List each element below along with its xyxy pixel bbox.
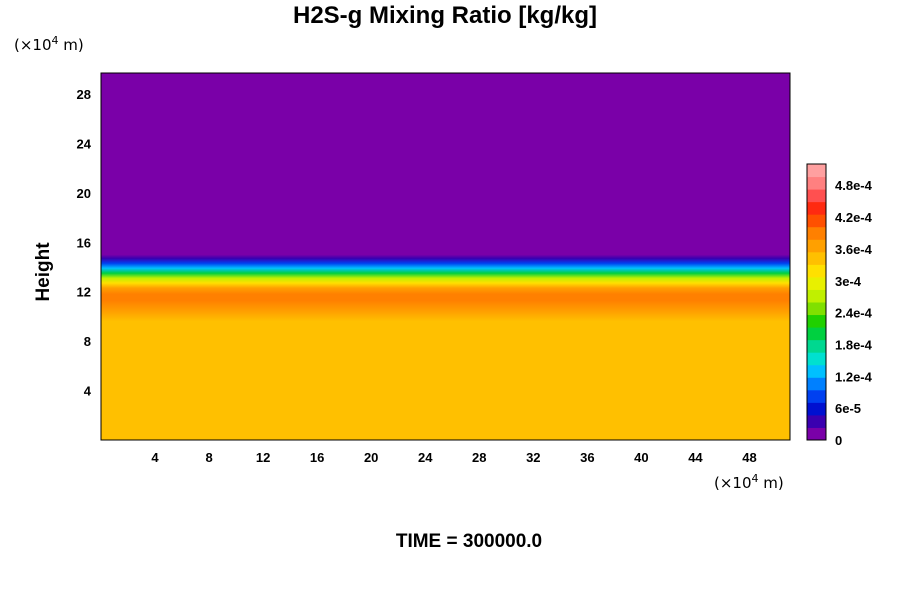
colorbar-swatch	[807, 239, 826, 253]
colorbar-tick-label: 4.2e-4	[835, 210, 873, 225]
colorbar-tick-label: 1.8e-4	[835, 337, 873, 352]
plot-frame	[100, 72, 791, 441]
colorbar-swatch	[807, 302, 826, 316]
y-tick-label: 20	[77, 186, 91, 201]
x-tick-label: 20	[364, 450, 378, 465]
y-axis-ticks: 4 8 12 16 20 24 28	[77, 87, 92, 399]
colorbar-swatch	[807, 164, 826, 178]
colorbar-swatch	[807, 226, 826, 240]
colorbar-swatch	[807, 251, 826, 265]
colorbar-swatch	[807, 364, 826, 378]
colorbar-swatch	[807, 214, 826, 228]
x-tick-label: 16	[310, 450, 324, 465]
colorbar-tick-label: 3.6e-4	[835, 242, 873, 257]
colorbar-tick-label: 4.8e-4	[835, 178, 873, 193]
colorbar-swatch	[807, 352, 826, 366]
colorbar-swatch	[807, 414, 826, 428]
colorbar-swatch	[807, 339, 826, 353]
colorbar-swatch	[807, 327, 826, 341]
colorbar-swatch	[807, 264, 826, 278]
x-axis-ticks: 4 8 12 16 20 24 28 32 36 40 44 48	[151, 450, 756, 465]
x-tick-label: 8	[205, 450, 212, 465]
x-tick-label: 28	[472, 450, 486, 465]
x-tick-label: 12	[256, 450, 270, 465]
colorbar-tick-label: 3e-4	[835, 274, 862, 289]
y-tick-label: 16	[77, 235, 91, 250]
colorbar-swatch	[807, 314, 826, 328]
y-tick-label: 12	[77, 285, 91, 300]
colorbar-tick-label: 0	[835, 433, 842, 448]
colorbar-tick-label: 2.4e-4	[835, 306, 873, 321]
colorbar-swatch	[807, 402, 826, 416]
x-tick-label: 36	[580, 450, 594, 465]
colorbar	[806, 163, 827, 441]
x-tick-label: 24	[418, 450, 433, 465]
colorbar-ticks: 0 6e-5 1.2e-4 1.8e-4 2.4e-4 3e-4 3.6e-4 4.2e-4 4…	[835, 178, 873, 448]
x-tick-label: 40	[634, 450, 648, 465]
colorbar-frame	[806, 163, 827, 441]
colorbar-swatch	[807, 276, 826, 290]
colorbar-swatch	[807, 176, 826, 190]
x-axis-unit: (×104 m)	[714, 472, 784, 492]
x-tick-label: 32	[526, 450, 540, 465]
colorbar-swatch	[807, 389, 826, 403]
colorbar-swatch	[807, 189, 826, 203]
colorbar-tick-label: 1.2e-4	[835, 369, 873, 384]
x-tick-label: 44	[688, 450, 703, 465]
colorbar-swatch	[807, 427, 826, 441]
y-tick-label: 24	[77, 136, 92, 151]
colorbar-swatch	[807, 201, 826, 215]
colorbar-tick-label: 6e-5	[835, 401, 861, 416]
mixing-ratio-field	[101, 73, 790, 440]
time-label: TIME = 300000.0	[395, 531, 543, 552]
x-tick-label: 48	[742, 450, 756, 465]
plot-area	[100, 72, 791, 441]
colorbar-swatch	[807, 377, 826, 391]
colorbar-swatch	[807, 289, 826, 303]
y-axis-unit: (×104 m)	[14, 34, 84, 54]
chart-title: H2S-g Mixing Ratio [kg/kg]	[292, 2, 597, 29]
x-tick-label: 4	[151, 450, 159, 465]
y-tick-label: 28	[77, 87, 91, 102]
y-tick-label: 8	[84, 334, 91, 349]
y-tick-label: 4	[84, 384, 92, 399]
